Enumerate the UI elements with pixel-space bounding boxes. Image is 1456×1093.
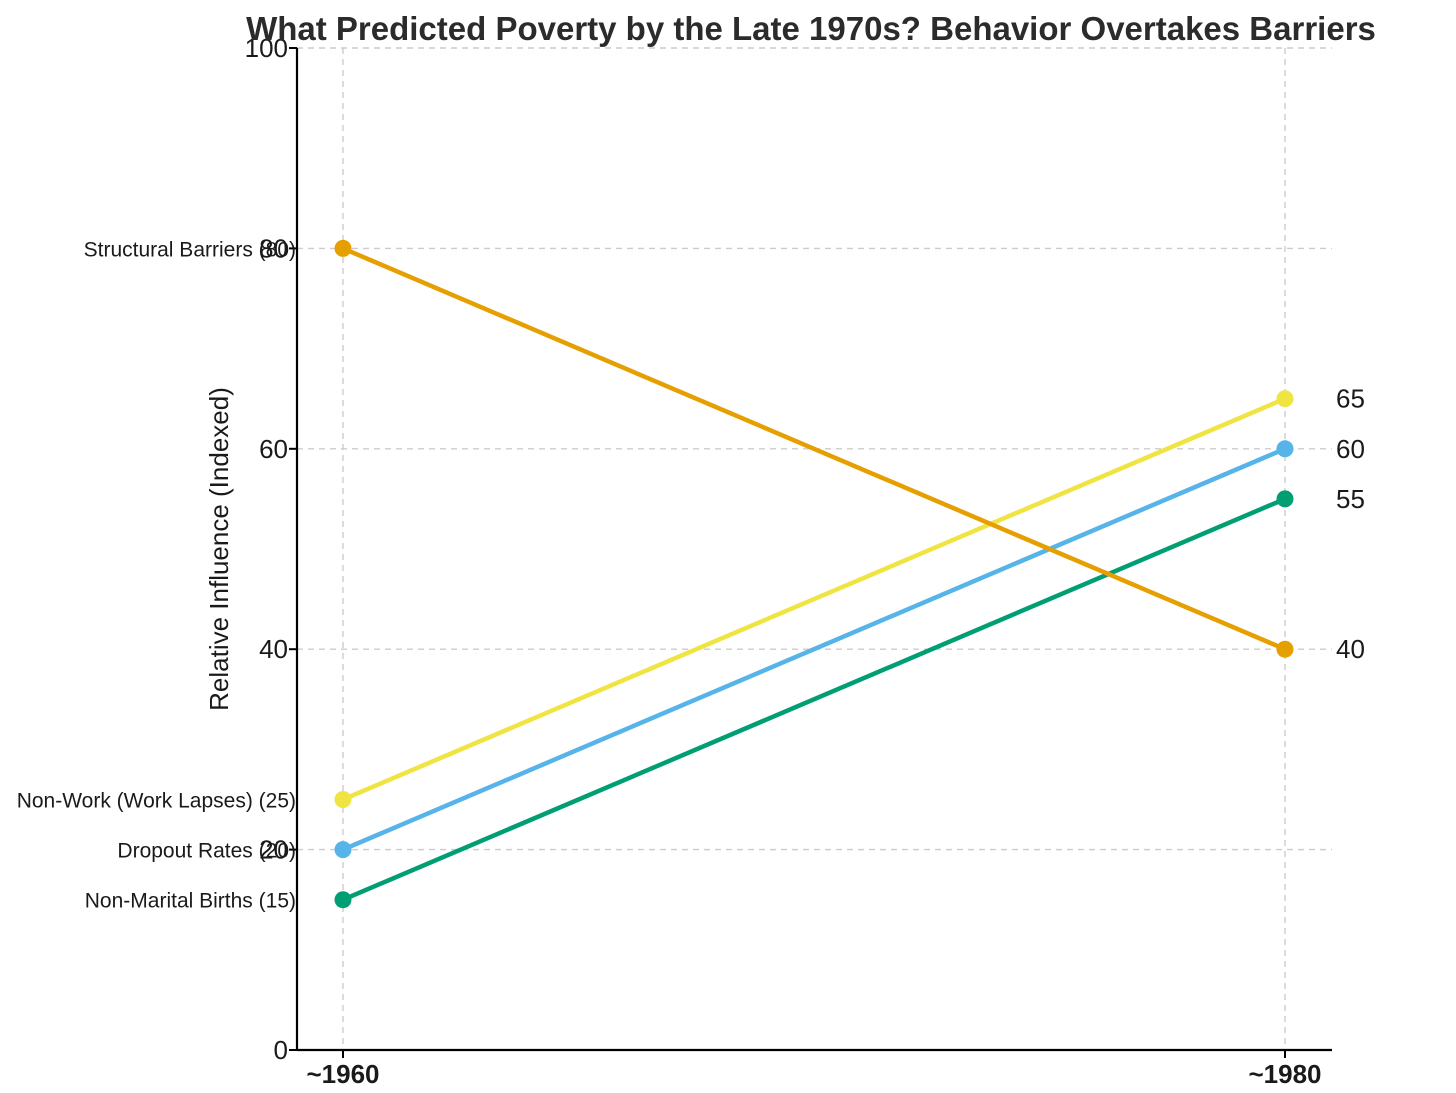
grid-layer: [297, 47, 1332, 1051]
x-tick-label: ~1980: [1248, 1059, 1321, 1089]
label-layer: Non-Marital Births (15) 55 Dropout Rates (…: [17, 238, 1365, 912]
data-point-end: [1276, 490, 1294, 508]
data-point-start: [334, 891, 352, 909]
chart-title: What Predicted Poverty by the Late 1970s…: [246, 10, 1376, 47]
y-axis-label: Relative Influence (Indexed): [204, 387, 234, 711]
y-tick-label: 0: [274, 1035, 288, 1065]
x-tick-label: ~1960: [306, 1059, 379, 1089]
series-end-label: 60: [1336, 434, 1365, 464]
series-layer: [334, 239, 1294, 909]
series-end-label: 65: [1336, 384, 1365, 414]
series-start-label: Structural Barriers (80): [84, 238, 296, 261]
data-point-start: [334, 791, 352, 808]
series-end-label: 55: [1336, 484, 1365, 514]
y-tick-label: 80: [259, 233, 288, 263]
data-point-start: [334, 841, 352, 859]
series-line-structural-barriers: [340, 246, 1288, 652]
y-tick-label: 40: [259, 634, 288, 664]
series-start-label: Non-Work (Work Lapses) (25): [17, 790, 296, 813]
series-start-label: Non-Marital Births (15): [85, 890, 296, 913]
data-point-end: [1276, 440, 1294, 458]
series-line-non-marital-births: [340, 496, 1288, 902]
data-point-end: [1276, 640, 1294, 658]
y-tick-label: 20: [259, 835, 288, 865]
series-line-dropout-rates: [340, 446, 1288, 852]
series-start-label: Dropout Rates (20): [117, 840, 296, 863]
series-line-non-work-work-lapses-: [340, 396, 1288, 802]
y-tick-label: 100: [245, 33, 288, 63]
data-point-end: [1276, 390, 1294, 408]
series-end-label: 40: [1336, 634, 1365, 664]
data-point-start: [334, 239, 352, 257]
y-tick-label: 60: [259, 434, 288, 464]
axis-layer: 0 20 40 60 80 100 ~1960 ~1980: [245, 33, 1332, 1089]
